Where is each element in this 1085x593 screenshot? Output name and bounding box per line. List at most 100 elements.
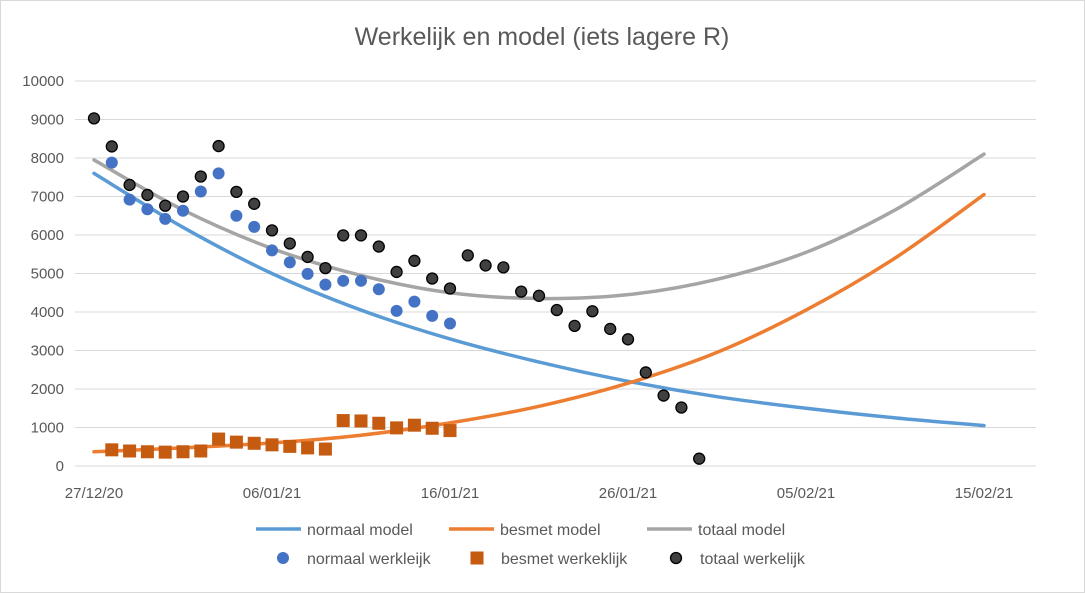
point-totaal-werkelijk xyxy=(265,224,279,237)
point-totaal-werkelijk xyxy=(515,285,528,298)
point-normaal-werkleijk xyxy=(230,209,243,222)
legend-label-totaal-model: totaal model xyxy=(698,522,785,539)
point-totaal-werkelijk xyxy=(212,139,225,153)
y-tick-label: 3000 xyxy=(31,343,64,360)
point-besmet-werkeklijk xyxy=(425,421,439,435)
y-axis-ticks: 0 1000 2000 3000 4000 5000 6000 7000 8000 9000 100… xyxy=(22,73,64,475)
point-normaal-werkleijk xyxy=(105,156,118,169)
x-axis-ticks: 27/12/20 06/01/21 16/01/21 26/01/21 05/02/21… xyxy=(65,485,1013,502)
point-besmet-werkeklijk xyxy=(390,421,404,435)
point-totaal-werkelijk xyxy=(479,259,492,272)
point-normaal-werkleijk xyxy=(141,203,154,216)
legend-label-normaal-werkleijk: normaal werkleijk xyxy=(307,551,432,568)
point-besmet-werkeklijk xyxy=(318,442,332,456)
point-normaal-werkleijk xyxy=(283,256,296,269)
y-tick-label: 9000 xyxy=(31,112,64,129)
point-totaal-werkelijk xyxy=(568,319,581,333)
y-tick-label: 5000 xyxy=(31,266,64,283)
legend-swatch-besmet-werkeklijk xyxy=(470,551,484,565)
y-tick-label: 4000 xyxy=(31,304,64,321)
y-tick-label: 8000 xyxy=(31,150,64,167)
point-totaal-werkelijk xyxy=(693,452,706,465)
point-normaal-werkleijk xyxy=(372,283,385,296)
point-besmet-werkeklijk xyxy=(105,443,119,457)
legend-swatch-totaal-werkelijk xyxy=(669,551,683,565)
point-besmet-werkeklijk xyxy=(194,444,208,458)
point-totaal-werkelijk xyxy=(443,282,457,295)
point-totaal-werkelijk xyxy=(426,272,439,285)
point-normaal-werkleijk xyxy=(444,317,456,330)
point-normaal-werkleijk xyxy=(266,244,278,257)
point-totaal-werkelijk xyxy=(675,401,688,414)
legend-label-totaal-werkelijk: totaal werkelijk xyxy=(700,551,806,568)
legend-swatch-normaal-werkleijk xyxy=(277,552,289,564)
point-totaal-werkelijk xyxy=(319,261,332,275)
point-besmet-werkeklijk xyxy=(283,439,297,453)
point-totaal-werkelijk xyxy=(621,333,635,346)
y-tick-label: 1000 xyxy=(31,420,64,437)
point-totaal-werkelijk xyxy=(230,185,243,199)
point-normaal-werkleijk xyxy=(408,295,421,308)
point-totaal-werkelijk xyxy=(390,265,403,279)
point-totaal-werkelijk xyxy=(87,112,101,125)
point-besmet-werkeklijk xyxy=(301,441,315,455)
legend-label-besmet-model: besmet model xyxy=(500,522,601,539)
x-tick-label: 27/12/20 xyxy=(65,485,123,502)
point-totaal-werkelijk xyxy=(105,140,118,153)
y-tick-label: 10000 xyxy=(22,73,64,90)
point-normaal-werkleijk xyxy=(123,193,136,206)
y-tick-label: 2000 xyxy=(31,381,64,398)
point-totaal-werkelijk xyxy=(657,389,670,402)
y-tick-label: 7000 xyxy=(31,189,64,206)
data-points xyxy=(87,112,706,465)
point-totaal-werkelijk xyxy=(194,170,207,183)
point-besmet-werkeklijk xyxy=(247,436,261,450)
point-besmet-werkeklijk xyxy=(123,444,137,458)
chart-title: Werkelijk en model (iets lagere R) xyxy=(355,23,730,51)
point-totaal-werkelijk xyxy=(141,188,154,202)
point-besmet-werkeklijk xyxy=(229,435,243,449)
x-tick-label: 15/02/21 xyxy=(955,485,1013,502)
point-totaal-werkelijk xyxy=(301,250,314,264)
point-normaal-werkleijk xyxy=(177,204,189,217)
series-line-normaal-model xyxy=(92,171,986,428)
legend-label-normaal-model: normaal model xyxy=(307,522,413,539)
point-normaal-werkleijk xyxy=(212,167,225,180)
point-besmet-werkeklijk xyxy=(176,445,190,459)
point-normaal-werkleijk xyxy=(355,274,367,287)
point-totaal-werkelijk xyxy=(532,289,546,302)
point-totaal-werkelijk xyxy=(248,197,261,210)
point-normaal-werkleijk xyxy=(390,304,403,317)
x-tick-label: 06/01/21 xyxy=(243,485,301,502)
point-normaal-werkleijk xyxy=(301,267,314,280)
point-totaal-werkelijk xyxy=(283,237,296,250)
point-besmet-werkeklijk xyxy=(336,414,350,428)
point-besmet-werkeklijk xyxy=(407,418,421,432)
point-totaal-werkelijk xyxy=(123,178,136,192)
point-totaal-werkelijk xyxy=(408,254,421,267)
point-totaal-werkelijk xyxy=(604,322,617,336)
point-besmet-werkeklijk xyxy=(158,445,172,459)
legend-label-besmet-werkeklijk: besmet werkeklijk xyxy=(501,551,628,568)
point-normaal-werkleijk xyxy=(159,212,172,225)
point-totaal-werkelijk xyxy=(639,366,652,379)
model-lines xyxy=(92,152,986,454)
point-totaal-werkelijk xyxy=(461,249,474,262)
point-normaal-werkleijk xyxy=(337,274,350,287)
x-tick-label: 05/02/21 xyxy=(777,485,835,502)
point-totaal-werkelijk xyxy=(159,199,172,212)
legend: normaal model besmet model totaal model nor… xyxy=(256,522,806,568)
point-besmet-werkeklijk xyxy=(265,438,279,452)
series-line-totaal-model xyxy=(92,152,986,301)
point-besmet-werkeklijk xyxy=(212,432,226,446)
point-normaal-werkleijk xyxy=(194,185,207,198)
y-tick-label: 6000 xyxy=(31,227,64,244)
point-totaal-werkelijk xyxy=(497,261,510,274)
point-totaal-werkelijk xyxy=(337,229,350,242)
x-tick-label: 16/01/21 xyxy=(421,485,479,502)
point-normaal-werkleijk xyxy=(248,220,261,233)
point-totaal-werkelijk xyxy=(176,190,190,203)
point-normaal-werkleijk xyxy=(426,309,439,322)
